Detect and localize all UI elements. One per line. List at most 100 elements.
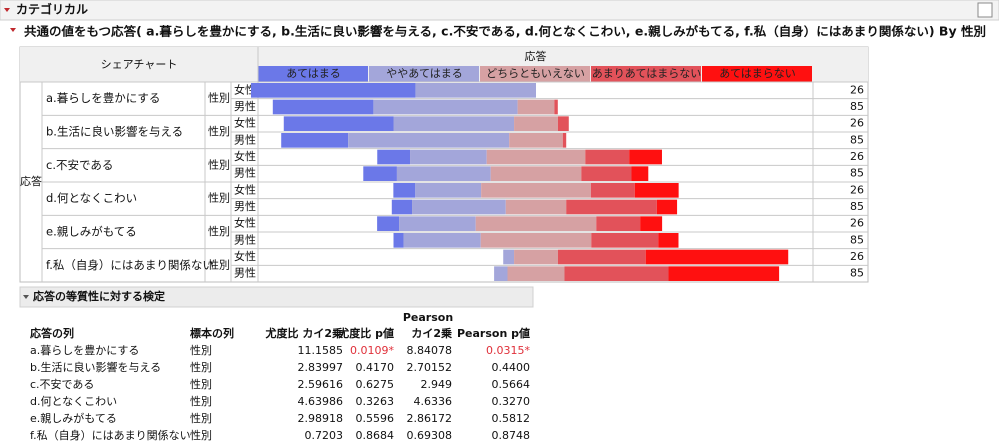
test-column-header: 標本の列 bbox=[190, 326, 234, 340]
group-label: 応答 bbox=[20, 174, 42, 188]
test-cell: f.私（自身）にはあまり関係ない bbox=[30, 428, 191, 442]
count: 85 bbox=[850, 133, 864, 146]
test-cell: 4.6336 bbox=[414, 395, 453, 408]
item-label: e.親しみがもてる bbox=[46, 225, 137, 239]
test-header-bar bbox=[19, 286, 534, 308]
test-column-header: 尤度比 p値 bbox=[337, 326, 394, 340]
share-bar bbox=[410, 149, 487, 165]
item-label: b.生活に良い影響を与える bbox=[46, 125, 183, 139]
share-bar bbox=[634, 183, 679, 198]
chart-header: シェアチャート bbox=[101, 58, 178, 71]
group-name: 男性 bbox=[234, 199, 256, 213]
share-bar bbox=[505, 199, 567, 215]
item-label: c.不安である bbox=[46, 158, 113, 172]
share-bar bbox=[631, 166, 649, 181]
test-cell: 0.8684 bbox=[356, 429, 395, 442]
group-name: 男性 bbox=[234, 166, 256, 180]
share-bar bbox=[509, 133, 563, 148]
share-bar bbox=[640, 216, 663, 231]
test-cell: 性別 bbox=[190, 343, 212, 357]
legend-swatch bbox=[702, 66, 812, 82]
share-bar bbox=[281, 133, 349, 148]
share-bar bbox=[507, 266, 565, 281]
share-bar bbox=[564, 266, 669, 281]
menu-icon[interactable] bbox=[977, 2, 993, 18]
count: 85 bbox=[850, 200, 864, 213]
share-bar bbox=[591, 233, 659, 248]
test-cell: 0.3270 bbox=[492, 395, 531, 408]
disclosure-icon[interactable] bbox=[4, 8, 10, 12]
test-cell: 0.7203 bbox=[305, 429, 344, 442]
share-bar bbox=[490, 166, 582, 181]
test-cell: 0.4400 bbox=[492, 361, 531, 374]
share-bar bbox=[377, 216, 400, 231]
share-bar bbox=[481, 183, 591, 198]
count: 85 bbox=[850, 267, 864, 280]
share-bar bbox=[399, 216, 476, 231]
legend-swatch bbox=[591, 66, 701, 82]
share-bar bbox=[415, 183, 482, 198]
share-bar bbox=[393, 183, 416, 198]
test-column-header: Pearson p値 bbox=[457, 326, 530, 340]
share-bar bbox=[629, 149, 662, 165]
share-bar bbox=[514, 116, 558, 131]
group-name: 男性 bbox=[234, 99, 256, 113]
legend-label: あまりあてはまらない bbox=[592, 67, 702, 80]
disclosure-icon[interactable] bbox=[10, 28, 16, 32]
group-name: 女性 bbox=[234, 216, 256, 230]
share-bar bbox=[363, 166, 397, 181]
by-label: 性別 bbox=[208, 191, 230, 205]
group-name: 女性 bbox=[234, 249, 256, 263]
share-bar bbox=[486, 149, 586, 165]
share-bar bbox=[348, 133, 510, 148]
share-bar bbox=[656, 199, 678, 215]
test-cell: 0.0109* bbox=[350, 344, 394, 357]
share-bar bbox=[396, 166, 491, 181]
header-title: カテゴリカル bbox=[16, 2, 88, 17]
test-cell: 8.84078 bbox=[407, 344, 453, 357]
share-bar bbox=[412, 199, 506, 215]
legend-label: あてはまる bbox=[286, 67, 341, 80]
share-bar bbox=[596, 216, 641, 231]
share-bar bbox=[658, 233, 679, 248]
test-cell: a.暮らしを豊かにする bbox=[30, 343, 139, 357]
share-bar bbox=[645, 249, 789, 265]
test-cell: e.親しみがもてる bbox=[30, 411, 117, 425]
test-cell: 性別 bbox=[190, 394, 212, 408]
share-bar bbox=[585, 149, 630, 165]
count: 85 bbox=[850, 233, 864, 246]
share-bar bbox=[480, 233, 592, 248]
share-bar bbox=[668, 266, 780, 281]
group-name: 女性 bbox=[234, 116, 256, 130]
share-bar bbox=[590, 183, 635, 198]
disclosure-icon[interactable] bbox=[23, 295, 29, 299]
item-label: a.暮らしを豊かにする bbox=[46, 91, 160, 105]
share-bar bbox=[251, 83, 416, 98]
test-cell: 0.8748 bbox=[492, 429, 531, 442]
test-cell: c.不安である bbox=[30, 377, 94, 391]
count: 85 bbox=[850, 167, 864, 180]
share-bar bbox=[373, 99, 518, 115]
test-cell: 0.4170 bbox=[356, 361, 395, 374]
by-label: 性別 bbox=[208, 91, 230, 105]
count: 26 bbox=[850, 150, 864, 163]
count: 26 bbox=[850, 83, 864, 96]
by-label: 性別 bbox=[208, 257, 230, 271]
group-name: 男性 bbox=[234, 266, 256, 280]
test-cell: d.何となくこわい bbox=[30, 395, 117, 408]
test-cell: 0.5812 bbox=[492, 412, 531, 425]
count: 85 bbox=[850, 100, 864, 113]
test-column-header: Pearson bbox=[403, 311, 453, 324]
share-bar bbox=[554, 99, 558, 115]
test-cell: 性別 bbox=[190, 377, 212, 391]
count: 26 bbox=[850, 117, 864, 130]
item-label: f.私（自身）にはあまり関係ない bbox=[46, 258, 214, 272]
by-label: 性別 bbox=[208, 124, 230, 138]
share-bar bbox=[393, 116, 515, 131]
test-title: 応答の等質性に対する検定 bbox=[33, 289, 165, 303]
test-cell: 0.3263 bbox=[356, 395, 395, 408]
legend-label: ややあてはまる bbox=[386, 67, 463, 80]
test-cell: 性別 bbox=[190, 411, 212, 425]
legend-swatch bbox=[480, 66, 590, 82]
test-cell: 性別 bbox=[190, 428, 212, 442]
